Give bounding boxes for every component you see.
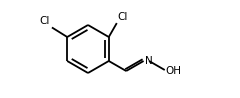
Text: N: N <box>144 56 152 66</box>
Text: OH: OH <box>166 66 182 76</box>
Text: Cl: Cl <box>118 12 128 22</box>
Text: Cl: Cl <box>40 16 50 26</box>
